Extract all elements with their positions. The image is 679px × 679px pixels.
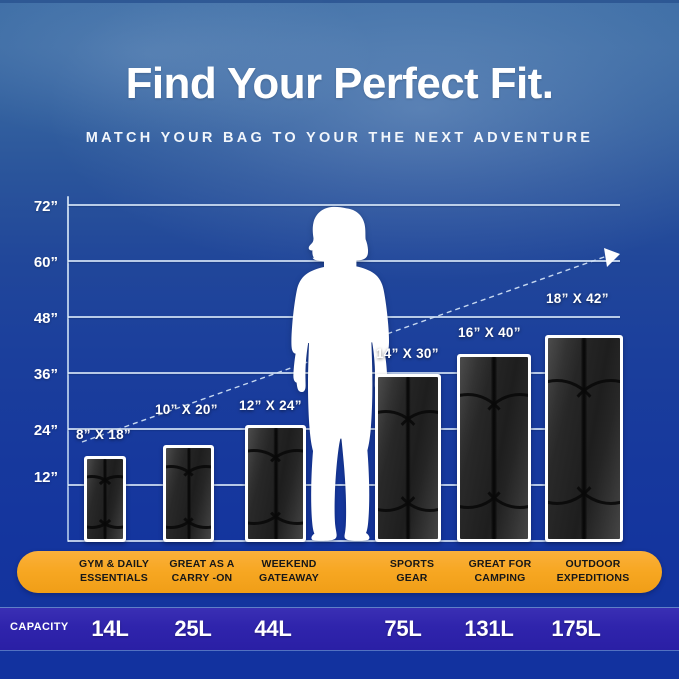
y-tick-label-72: 72” — [33, 198, 58, 215]
bag-size-label-6: 18” X 42” — [546, 291, 609, 306]
bag-size-label-3: 12” X 24” — [239, 398, 302, 413]
caption-line-4a: SPORTS — [389, 558, 435, 570]
caption-line-1b: ESSENTIALS — [80, 571, 148, 584]
caption-cell-6: OUTDOOR EXPEDITIONS — [532, 558, 654, 586]
top-edge-strip — [0, 0, 679, 3]
caption-bar: GYM & DAILY ESSENTIALS GREAT AS A CARRY … — [17, 551, 662, 593]
capacity-value-4: 75L — [384, 616, 422, 641]
y-tick-label-48: 48” — [33, 310, 58, 327]
page-subtitle: MATCH YOUR BAG TO YOUR THE NEXT ADVENTUR… — [85, 130, 594, 146]
capacity-label: CAPACITY — [10, 621, 69, 633]
capacity-value-2: 25L — [174, 616, 212, 641]
y-tick-label-36: 36” — [33, 366, 58, 383]
caption-line-1a: GYM & DAILY — [78, 558, 150, 570]
caption-cell-1: GYM & DAILY ESSENTIALS — [57, 558, 171, 586]
caption-line-2b: CARRY -ON — [171, 571, 233, 584]
y-tick-label-12: 12” — [33, 469, 58, 486]
bag-3[interactable] — [245, 425, 306, 542]
caption-cell-5: GREAT FOR CAMPING — [442, 558, 558, 586]
caption-cell-3: WEEKEND GATEAWAY — [229, 558, 349, 586]
bag-size-label-4: 14” X 30” — [376, 346, 439, 361]
caption-line-6a: OUTDOOR — [565, 558, 621, 570]
bag-6[interactable] — [545, 335, 623, 542]
caption-line-2a: GREAT AS A — [169, 558, 235, 570]
caption-cell-4: SPORTS GEAR — [357, 558, 467, 586]
capacity-value-6: 175L — [551, 616, 601, 641]
bag-1[interactable] — [84, 456, 126, 542]
page-title: Find Your Perfect Fit. — [125, 59, 554, 108]
y-tick-label-60: 60” — [33, 254, 58, 271]
y-axis-line — [67, 196, 69, 542]
gridline-72 — [68, 204, 620, 206]
gridline-12 — [68, 484, 620, 486]
bag-size-label-1: 8” X 18” — [76, 427, 131, 442]
caption-line-5a: GREAT FOR — [468, 558, 532, 570]
bag-5[interactable] — [457, 354, 531, 542]
bag-size-label-2: 10” X 20” — [155, 402, 218, 417]
gridline-baseline — [68, 540, 620, 542]
bag-size-label-5: 16” X 40” — [458, 325, 521, 340]
bag-2[interactable] — [163, 445, 214, 542]
caption-line-3a: WEEKEND — [261, 558, 317, 570]
capacity-bar: CAPACITY 14L 25L 44L 75L 131L 175L — [0, 608, 679, 650]
caption-cell-2: GREAT AS A CARRY -ON — [145, 558, 259, 586]
caption-line-5b: CAMPING — [474, 571, 526, 584]
capacity-value-5: 131L — [464, 616, 514, 641]
capacity-value-3: 44L — [254, 616, 292, 641]
caption-line-6b: EXPEDITIONS — [556, 571, 630, 584]
bag-4[interactable] — [375, 374, 441, 542]
caption-line-3b: GATEAWAY — [259, 571, 319, 584]
capacity-value-1: 14L — [91, 616, 129, 641]
caption-line-4b: GEAR — [396, 571, 428, 584]
y-tick-label-24: 24” — [33, 422, 58, 439]
human-silhouette — [282, 205, 394, 542]
